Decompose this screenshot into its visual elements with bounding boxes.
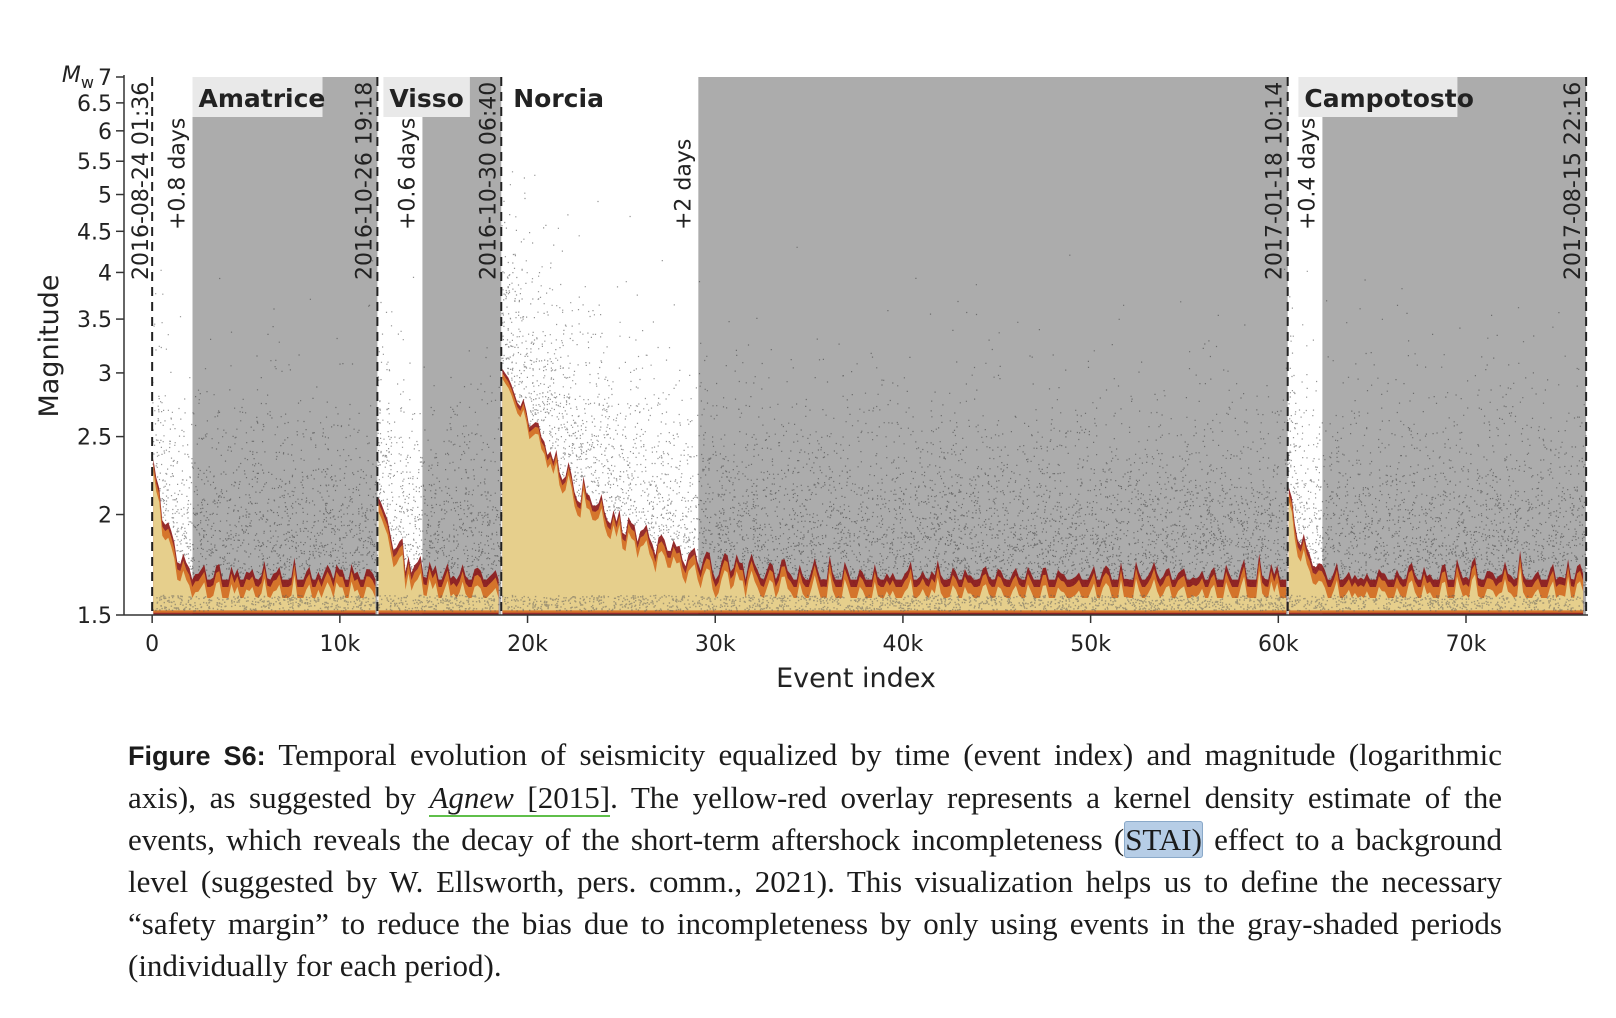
figure-caption: Figure S6: Temporal evolution of seismic… bbox=[128, 734, 1502, 987]
citation-link[interactable]: Agnew [2015] bbox=[429, 780, 611, 817]
x-tick-label: 30k bbox=[695, 632, 736, 657]
period-name: Norcia bbox=[513, 84, 604, 113]
kde-band-high bbox=[153, 458, 376, 615]
y-tick-label: 2 bbox=[98, 504, 112, 529]
period-name-background bbox=[1298, 77, 1458, 117]
kde-band-mid bbox=[1288, 493, 1584, 613]
kde-band-low bbox=[502, 378, 1287, 611]
x-tick-label: 50k bbox=[1070, 632, 1111, 657]
kde-band-low bbox=[153, 471, 376, 611]
x-tick-label: 70k bbox=[1446, 632, 1487, 657]
x-tick-label: 0 bbox=[145, 632, 159, 657]
period-end-date: 2017-01-18 10:14 bbox=[1263, 82, 1288, 280]
y-tick-label: 4 bbox=[98, 261, 112, 286]
y-tick-label: 6 bbox=[98, 120, 112, 145]
y-tick-label: 5.5 bbox=[77, 150, 112, 175]
caption-label: Figure S6: bbox=[128, 741, 266, 771]
y-tick-label: 3 bbox=[98, 362, 112, 387]
y-tick-label: 4.5 bbox=[77, 220, 112, 245]
x-tick-label: 40k bbox=[883, 632, 924, 657]
y-tick-label: 5 bbox=[98, 184, 112, 209]
citation-year: [2015] bbox=[513, 780, 611, 815]
kde-overlay bbox=[152, 368, 1587, 615]
safety-margin-label: +0.8 days bbox=[166, 118, 191, 230]
kde-band-low bbox=[378, 511, 499, 611]
period-name: Campotosto bbox=[1304, 84, 1473, 113]
y-tick-label: 6.5 bbox=[77, 92, 112, 117]
y-tick-label: 7 bbox=[98, 66, 112, 91]
kde-core-points bbox=[152, 594, 1587, 612]
period-labels: Amatrice 2016-08-24 01:36 2016-10-26 19:18… bbox=[129, 77, 1586, 280]
period-start-date: 2016-08-24 01:36 bbox=[129, 82, 154, 280]
y-axis-label: Magnitude bbox=[34, 274, 65, 417]
safety-margin-label: +2 days bbox=[671, 139, 696, 230]
period-end-date: 2017-08-15 22:16 bbox=[1561, 82, 1586, 280]
y-tick-label: 1.5 bbox=[77, 604, 112, 629]
period-name-background bbox=[192, 77, 323, 117]
x-tick-label: 20k bbox=[507, 632, 548, 657]
highlighted-acronym: STAI) bbox=[1124, 821, 1203, 858]
y-top-label: Mw bbox=[62, 63, 94, 92]
y-top-label-subscript: w bbox=[81, 73, 94, 92]
period-name-background bbox=[383, 77, 470, 117]
period-name: Amatrice bbox=[199, 84, 326, 113]
period-name: Visso bbox=[389, 84, 463, 113]
x-tick-label: 10k bbox=[319, 632, 360, 657]
caption-text-3: effect to a background level (suggested … bbox=[128, 822, 1502, 983]
x-tick-label: 60k bbox=[1258, 632, 1299, 657]
caption-text-2: . The yellow-red overlay represents a ke… bbox=[128, 780, 1502, 857]
y-tick-label: 3.5 bbox=[77, 308, 112, 333]
x-axis-label: Event index bbox=[776, 663, 936, 694]
shaded-period bbox=[192, 77, 378, 615]
y-tick-label: 2.5 bbox=[77, 426, 112, 451]
shaded-period bbox=[698, 77, 1288, 615]
period-end-date: 2016-10-26 19:18 bbox=[352, 82, 377, 280]
shaded-period bbox=[1322, 77, 1587, 615]
shaded-periods bbox=[192, 77, 1587, 615]
period-end-date: 2016-10-30 06:40 bbox=[476, 82, 501, 280]
safety-margin-label: +0.6 days bbox=[395, 118, 420, 230]
safety-margin-label: +0.4 days bbox=[1295, 118, 1320, 230]
citation-author: Agnew bbox=[429, 780, 514, 815]
caption-text-1: Temporal evolution of seismicity equaliz… bbox=[128, 737, 1502, 815]
